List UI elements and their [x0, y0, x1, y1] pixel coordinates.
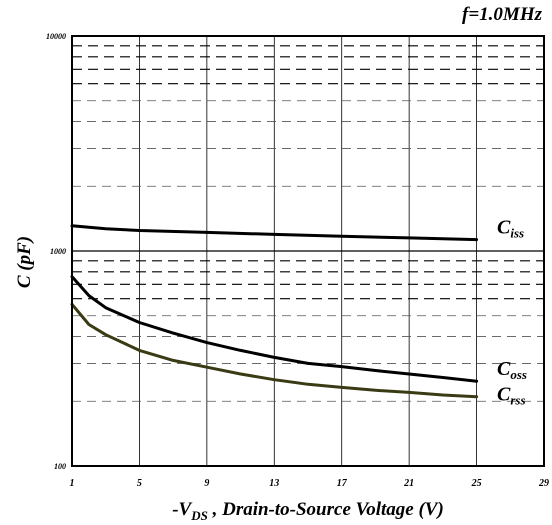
series-label-main: C — [497, 217, 511, 239]
x-axis-label-prefix: -V — [172, 499, 192, 520]
y-tick-label: 1000 — [50, 247, 66, 256]
series-layer — [70, 224, 479, 399]
x-tick-label: 5 — [137, 478, 142, 489]
series-label-sub: rss — [510, 393, 525, 408]
x-tick-labels: 1 5 9 13 17 21 25 29 — [70, 478, 550, 489]
y-tick-label: 10000 — [46, 32, 66, 41]
y-tick-labels: 100 1000 10000 — [46, 32, 66, 471]
x-tick-label: 25 — [471, 478, 482, 489]
y-tick-label: 100 — [54, 462, 66, 471]
y-axis-label: C (pF) — [14, 236, 35, 288]
x-tick-label: 29 — [538, 478, 549, 489]
x-tick-label: 17 — [337, 478, 348, 489]
series-line-iss — [70, 224, 479, 242]
series-line-rss — [70, 302, 479, 399]
x-axis-label: -VDS , Drain-to-Source Voltage (V) — [172, 499, 444, 523]
x-axis-label-suffix: , Drain-to-Source Voltage (V) — [208, 499, 444, 520]
series-line-oss — [70, 275, 479, 383]
series-label-sub: oss — [510, 367, 527, 382]
plot-frame — [71, 35, 545, 467]
x-tick-label: 21 — [403, 478, 414, 489]
x-tick-label: 9 — [204, 478, 209, 489]
x-axis-label-subscript: DS — [190, 508, 208, 523]
x-tick-label: 13 — [269, 478, 279, 489]
series-label-oss: Coss — [497, 358, 527, 382]
series-label-main: C — [497, 358, 511, 380]
series-label-iss: Ciss — [497, 217, 524, 241]
frequency-annotation: f=1.0MHz — [462, 4, 543, 25]
series-label-rss: Crss — [497, 384, 526, 408]
series-label-sub: iss — [510, 226, 524, 241]
x-tick-label: 1 — [70, 478, 75, 489]
series-label-main: C — [497, 384, 511, 406]
